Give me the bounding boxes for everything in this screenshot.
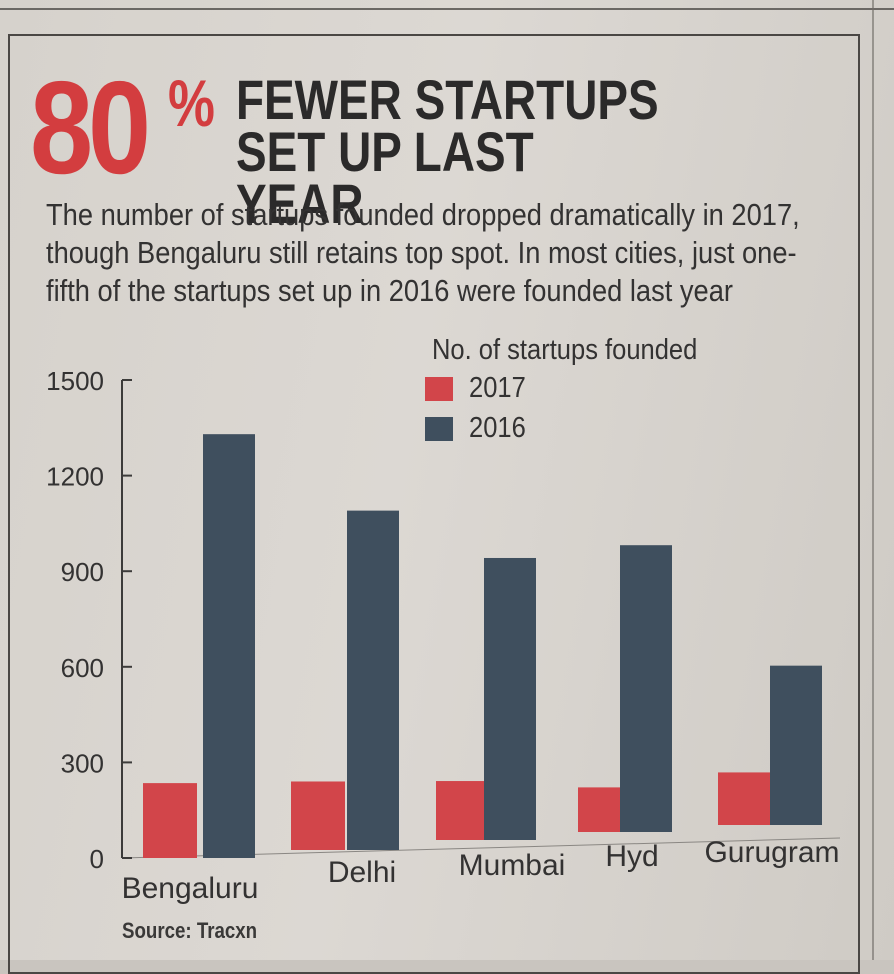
legend-item-2016: 2016 [425, 412, 534, 445]
legend-title: No. of startups founded [432, 334, 698, 366]
top-rule [0, 0, 894, 10]
column-rule [872, 0, 874, 960]
y-tick-label-1200: 1200 [46, 462, 104, 492]
x-tick-label-mumbai: Mumbai [459, 849, 566, 882]
bar-2016-mumbai [484, 557, 536, 840]
bar-2017-mumbai [436, 781, 490, 840]
legend-swatch-2016 [425, 416, 453, 441]
x-tick-label-bengaluru: Bengaluru [122, 872, 259, 905]
bar-2017-bengaluru [143, 783, 197, 858]
bar-2016-bengaluru [203, 434, 255, 858]
headline-percent: % [168, 66, 215, 140]
legend-swatch-2017 [425, 376, 453, 401]
y-tick-label-300: 300 [61, 748, 104, 778]
x-tick-label-delhi: Delhi [328, 856, 396, 889]
legend-label-2017: 2017 [469, 372, 526, 404]
headline-number: 80 [30, 54, 151, 201]
y-tick-label-600: 600 [61, 653, 104, 683]
legend-label-2016: 2016 [469, 412, 526, 444]
source-note: Source: Tracxn [122, 918, 258, 943]
bar-2016-hyd [620, 545, 672, 832]
deck-text: The number of startups founded dropped d… [46, 197, 800, 308]
bar-2016-delhi [347, 510, 399, 850]
bar-2016-gurugram [770, 665, 822, 825]
bar-2017-delhi [291, 781, 345, 850]
x-tick-label-hyd: Hyd [605, 840, 658, 873]
y-tick-label-0: 0 [90, 844, 104, 874]
legend-item-2017: 2017 [425, 372, 534, 405]
headline-text: FEWER STARTUPS SET UP LAST YEAR [236, 68, 659, 235]
x-tick-label-gurugram: Gurugram [704, 836, 839, 869]
bar-2017-gurugram [718, 772, 772, 825]
y-tick-label-1500: 1500 [46, 366, 104, 396]
y-tick-label-900: 900 [61, 557, 104, 587]
